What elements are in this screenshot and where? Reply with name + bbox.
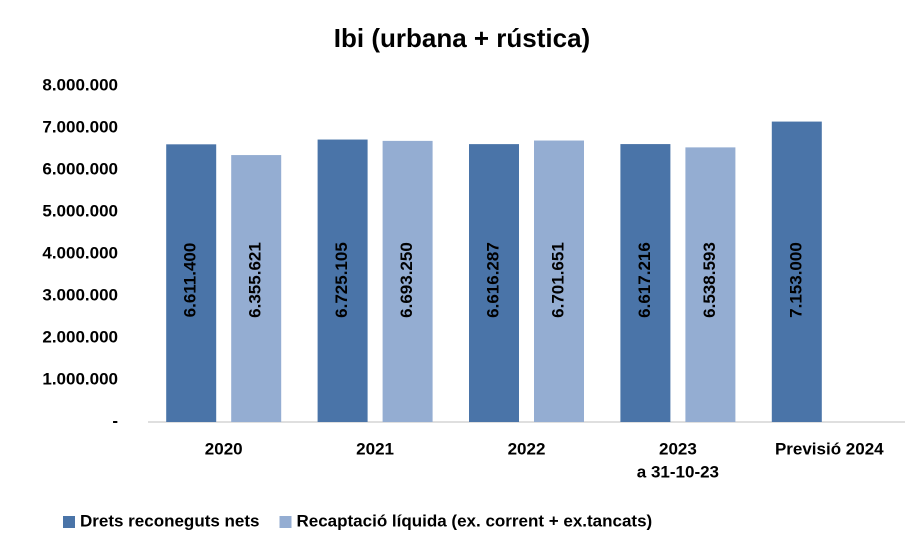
legend-label: Recaptació líquida (ex. corrent + ex.tan… bbox=[297, 511, 653, 530]
bar bbox=[771, 121, 822, 422]
bar bbox=[685, 147, 736, 422]
y-tick-label: 7.000.000 bbox=[42, 117, 118, 136]
bar bbox=[534, 140, 584, 423]
bar bbox=[317, 139, 368, 422]
data-label: 7.153.000 bbox=[786, 242, 805, 318]
data-label: 6.611.400 bbox=[181, 243, 200, 318]
y-tick-label: 6.000.000 bbox=[42, 159, 118, 178]
legend-swatch bbox=[279, 516, 292, 528]
data-label: 6.693.250 bbox=[397, 242, 416, 318]
y-tick-label: 5.000.000 bbox=[42, 201, 118, 220]
data-label: 6.355.621 bbox=[246, 242, 265, 318]
bar bbox=[382, 140, 433, 423]
y-tick-label: - bbox=[112, 411, 118, 430]
x-tick-label: 2021 bbox=[356, 439, 394, 458]
bar bbox=[166, 144, 217, 422]
y-tick-label: 1.000.000 bbox=[42, 369, 118, 388]
legend-swatch bbox=[63, 516, 75, 528]
x-tick-label: Previsió 2024 bbox=[775, 439, 884, 458]
data-label: 6.538.593 bbox=[700, 242, 719, 318]
y-tick-label: 8.000.000 bbox=[42, 75, 118, 94]
y-tick-label: 4.000.000 bbox=[42, 243, 118, 262]
bar bbox=[620, 144, 671, 422]
x-tick-label: a 31-10-23 bbox=[637, 462, 719, 481]
y-tick-label: 2.000.000 bbox=[42, 327, 118, 346]
data-label: 6.725.105 bbox=[332, 242, 351, 318]
x-tick-label: 2023 bbox=[659, 439, 697, 458]
legend-label: Drets reconeguts nets bbox=[80, 511, 260, 530]
x-tick-label: 2020 bbox=[205, 439, 243, 458]
bar bbox=[231, 155, 282, 423]
data-label: 6.616.287 bbox=[483, 242, 502, 318]
x-tick-label: 2022 bbox=[508, 439, 546, 458]
y-tick-label: 3.000.000 bbox=[42, 285, 118, 304]
chart-title: Ibi (urbana + rústica) bbox=[334, 23, 590, 53]
data-label: 6.617.216 bbox=[635, 242, 654, 318]
bar bbox=[469, 144, 519, 422]
data-label: 6.701.651 bbox=[548, 242, 567, 318]
